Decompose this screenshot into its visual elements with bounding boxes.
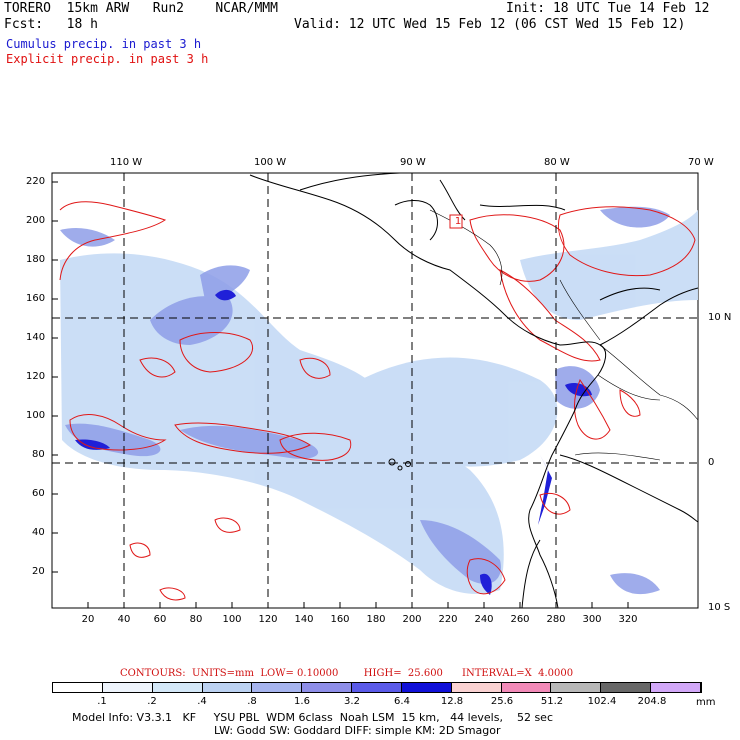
colorbar-label: .2 — [147, 696, 157, 707]
cumulus-precip-core — [75, 289, 592, 595]
colorbar-label: 25.6 — [490, 696, 514, 707]
x-tick-label: 100 — [222, 614, 242, 625]
colorbar-label: 51.2 — [540, 696, 564, 707]
lon-label-100w: 100 W — [254, 157, 287, 168]
colorbar-swatch — [551, 683, 602, 692]
x-tick-label: 160 — [330, 614, 350, 625]
y-tick-label: 60 — [32, 488, 45, 499]
colorbar-swatch — [601, 683, 652, 692]
colorbar-swatch — [501, 683, 552, 692]
colorbar-unit: mm — [696, 697, 716, 708]
x-tick-label: 260 — [510, 614, 530, 625]
y-tick-label: 100 — [26, 410, 46, 421]
init-time: Init: 18 UTC Tue 14 Feb 12 — [506, 1, 710, 16]
colorbar-swatch — [53, 683, 103, 692]
y-tick-label: 220 — [26, 176, 46, 187]
colorbar-swatch — [352, 683, 402, 692]
explicit-precip-contours — [59, 201, 696, 601]
lon-label-80w: 80 W — [544, 157, 570, 168]
x-tick-label: 120 — [258, 614, 278, 625]
x-tick-label: 280 — [546, 614, 566, 625]
x-tick-label: 20 — [81, 614, 95, 625]
cumulus-legend: Cumulus precip. in past 3 h — [6, 37, 202, 51]
lat-label-10n: 10 N — [708, 312, 732, 323]
colorbar-swatch — [102, 683, 153, 692]
y-tick-label: 40 — [32, 527, 45, 538]
colorbar-swatch — [401, 683, 452, 692]
model-info-line1: Model Info: V3.3.1 KF YSU PBL WDM 6class… — [72, 711, 553, 724]
x-axis-ticks — [87, 602, 629, 608]
lat-lon-grid — [52, 173, 698, 608]
colorbar-label: 6.4 — [394, 696, 410, 707]
explicit-legend: Explicit precip. in past 3 h — [6, 52, 209, 66]
marker-box — [449, 214, 463, 229]
colorbar-swatch — [651, 683, 701, 692]
x-tick-label: 60 — [153, 614, 167, 625]
colorbar-swatch — [451, 683, 502, 692]
y-tick-label: 140 — [26, 332, 46, 343]
colorbar-label: .4 — [197, 696, 207, 707]
marker-label: 1 — [454, 216, 462, 227]
x-tick-label: 140 — [294, 614, 314, 625]
x-tick-label: 300 — [582, 614, 602, 625]
colorbar-label: 204.8 — [637, 696, 667, 707]
colorbar-label: 1.6 — [294, 696, 310, 707]
lon-label-70w: 70 W — [688, 157, 714, 168]
y-axis-ticks — [52, 181, 58, 573]
galapagos-islands — [388, 458, 411, 471]
y-tick-label: 20 — [32, 566, 45, 577]
colorbar-label: 12.8 — [440, 696, 464, 707]
valid-time: Valid: 12 UTC Wed 15 Feb 12 (06 CST Wed … — [294, 17, 686, 32]
lat-label-10s: 10 S — [708, 602, 731, 613]
forecast-hour: Fcst: 18 h — [4, 17, 98, 32]
x-tick-label: 200 — [402, 614, 422, 625]
y-tick-label: 160 — [26, 293, 46, 304]
x-tick-label: 80 — [189, 614, 203, 625]
lon-label-110w: 110 W — [110, 157, 143, 168]
model-title: TORERO 15km ARW Run2 NCAR/MMM — [4, 1, 278, 16]
x-tick-label: 40 — [117, 614, 131, 625]
x-tick-label: 220 — [438, 614, 458, 625]
colorbar-swatch — [302, 683, 353, 692]
x-tick-label: 180 — [366, 614, 386, 625]
lat-label-0: 0 — [708, 457, 715, 468]
coastlines — [249, 172, 699, 609]
y-tick-label: 120 — [26, 371, 46, 382]
y-tick-label: 200 — [26, 215, 46, 226]
colorbar-label: .1 — [97, 696, 107, 707]
x-tick-label: 240 — [474, 614, 494, 625]
y-tick-label: 180 — [26, 254, 46, 265]
colorbar-swatch — [252, 683, 303, 692]
colorbar-swatch — [152, 683, 203, 692]
precip-colorbar — [52, 682, 702, 693]
colorbar-label: 3.2 — [344, 696, 360, 707]
colorbar-label: .8 — [247, 696, 257, 707]
lon-label-90w: 90 W — [400, 157, 426, 168]
colorbar-swatch — [202, 683, 253, 692]
colorbar-label: 102.4 — [587, 696, 617, 707]
x-tick-label: 320 — [618, 614, 638, 625]
country-borders — [429, 209, 699, 461]
contours-info: CONTOURS: UNITS=mm LOW= 0.10000 HIGH= 25… — [120, 668, 574, 679]
model-info-line2: LW: Godd SW: Goddard DIFF: simple KM: 2D… — [214, 724, 501, 737]
y-tick-label: 80 — [32, 449, 45, 460]
